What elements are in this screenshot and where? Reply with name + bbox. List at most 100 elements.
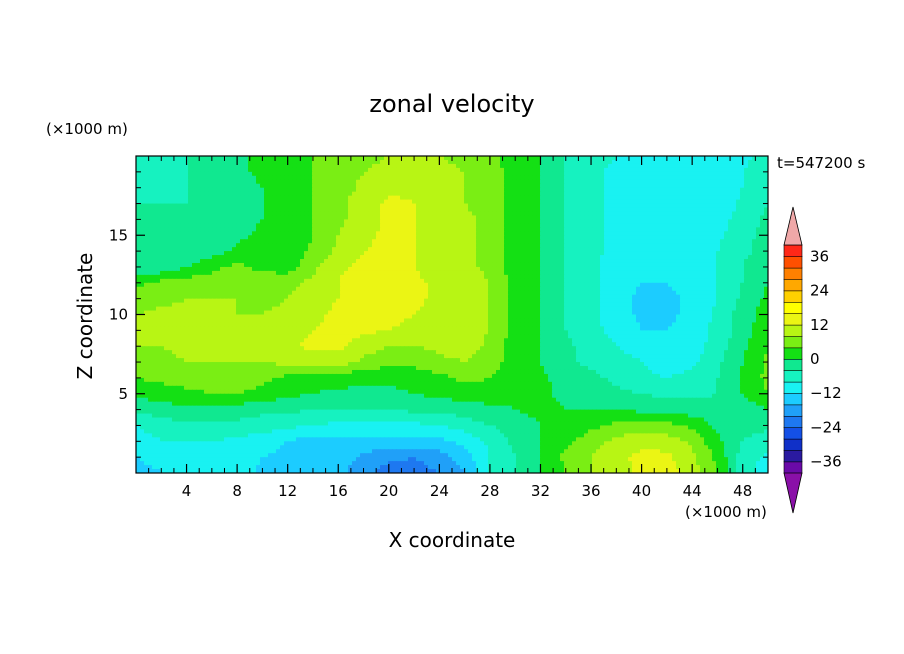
- field-cell: [440, 262, 445, 268]
- field-cell: [668, 175, 673, 181]
- field-cell: [196, 270, 201, 276]
- field-cell: [472, 239, 477, 244]
- field-cell: [364, 179, 369, 185]
- field-cell: [700, 167, 705, 173]
- field-cell: [304, 156, 309, 161]
- field-cell: [176, 251, 181, 256]
- field-cell: [576, 247, 581, 252]
- field-cell: [208, 259, 213, 264]
- field-cell: [520, 227, 525, 232]
- field-cell: [512, 175, 517, 181]
- field-cell: [408, 262, 413, 268]
- field-cell: [440, 163, 445, 169]
- field-cell: [616, 183, 621, 189]
- field-cell: [512, 211, 517, 217]
- field-cell: [500, 235, 505, 240]
- field-cell: [440, 259, 445, 264]
- field-cell: [180, 278, 185, 284]
- field-cell: [760, 191, 765, 197]
- field-cell: [172, 171, 177, 177]
- field-cell: [728, 251, 733, 256]
- field-cell: [436, 219, 441, 224]
- field-cell: [476, 231, 481, 236]
- field-cell: [616, 219, 621, 224]
- field-cell: [416, 266, 421, 272]
- field-cell: [240, 159, 245, 165]
- field-cell: [376, 247, 381, 252]
- field-cell: [660, 195, 665, 201]
- field-cell: [404, 203, 409, 209]
- field-cell: [280, 159, 285, 165]
- field-cell: [392, 278, 397, 284]
- field-cell: [608, 219, 613, 224]
- field-cell: [544, 227, 549, 232]
- field-cell: [292, 239, 297, 244]
- field-cell: [428, 207, 433, 213]
- field-cell: [140, 195, 145, 201]
- field-cell: [576, 251, 581, 256]
- field-cell: [720, 219, 725, 224]
- field-cell: [208, 219, 213, 224]
- field-cell: [700, 195, 705, 201]
- field-cell: [292, 215, 297, 220]
- field-cell: [320, 223, 325, 228]
- field-cell: [520, 207, 525, 213]
- field-cell: [500, 171, 505, 177]
- field-cell: [608, 199, 613, 205]
- field-cell: [240, 259, 245, 264]
- field-cell: [684, 183, 689, 189]
- field-cell: [148, 239, 153, 244]
- field-cell: [376, 187, 381, 193]
- field-cell: [728, 235, 733, 240]
- field-cell: [524, 171, 529, 177]
- field-cell: [220, 211, 225, 217]
- field-cell: [576, 163, 581, 169]
- field-cell: [360, 195, 365, 201]
- field-cell: [224, 239, 229, 244]
- field-cell: [504, 239, 509, 244]
- field-cell: [556, 183, 561, 189]
- field-cell: [356, 274, 361, 280]
- field-cell: [600, 171, 605, 177]
- field-cell: [452, 191, 457, 197]
- field-cell: [544, 211, 549, 217]
- field-cell: [208, 251, 213, 256]
- field-cell: [388, 171, 393, 177]
- field-cell: [576, 231, 581, 236]
- field-cell: [652, 203, 657, 209]
- field-cell: [732, 183, 737, 189]
- field-cell: [536, 239, 541, 244]
- field-cell: [428, 274, 433, 280]
- field-cell: [560, 215, 565, 220]
- field-cell: [216, 183, 221, 189]
- field-cell: [468, 191, 473, 197]
- field-cell: [356, 167, 361, 173]
- field-cell: [300, 215, 305, 220]
- field-cell: [608, 243, 613, 248]
- field-cell: [484, 199, 489, 205]
- field-cell: [240, 203, 245, 209]
- field-cell: [460, 207, 465, 213]
- field-cell: [496, 199, 501, 205]
- field-cell: [244, 243, 249, 248]
- field-cell: [736, 231, 741, 236]
- field-cell: [448, 215, 453, 220]
- field-cell: [476, 270, 481, 276]
- field-cell: [140, 255, 145, 260]
- field-cell: [572, 183, 577, 189]
- field-cell: [604, 231, 609, 236]
- field-cell: [692, 255, 697, 260]
- field-cell: [528, 199, 533, 205]
- field-cell: [764, 203, 768, 209]
- field-cell: [360, 239, 365, 244]
- field-cell: [756, 223, 761, 228]
- field-cell: [428, 243, 433, 248]
- field-cell: [536, 211, 541, 217]
- field-cell: [596, 219, 601, 224]
- field-cell: [756, 191, 761, 197]
- field-cell: [720, 179, 725, 185]
- field-cell: [484, 274, 489, 280]
- field-cell: [692, 247, 697, 252]
- field-cell: [616, 199, 621, 205]
- field-cell: [432, 175, 437, 181]
